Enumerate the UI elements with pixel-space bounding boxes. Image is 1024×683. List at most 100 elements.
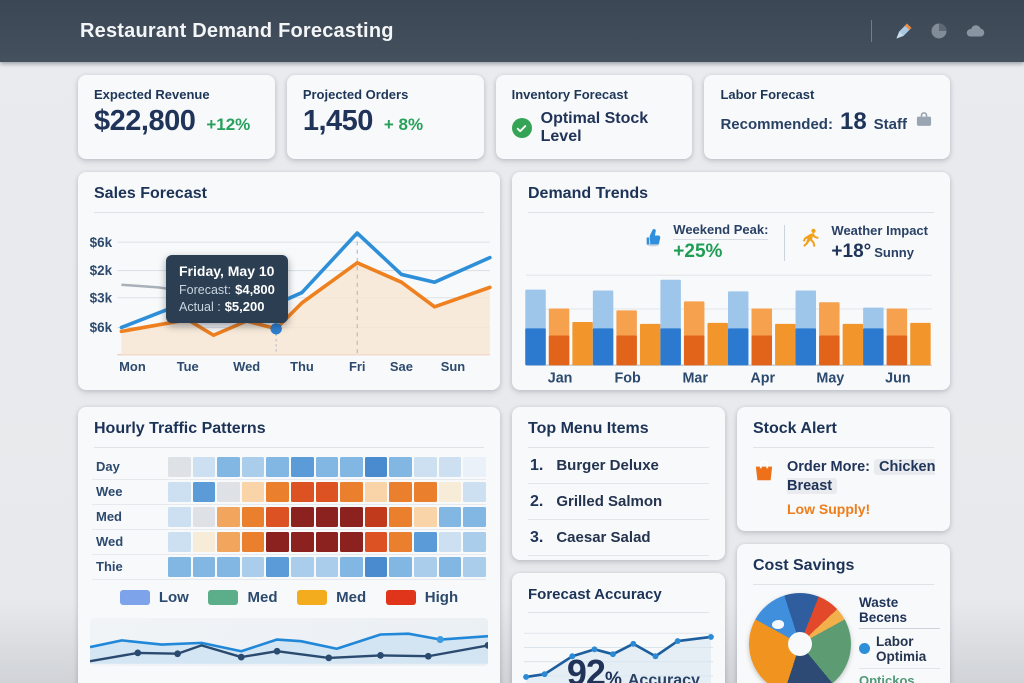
bottom-row: Hourly Traffic Patterns Day Wee Med Wed Thie… [78, 406, 950, 683]
edit-pencil-icon[interactable] [892, 20, 914, 42]
heatmap-cell [438, 481, 462, 502]
heatmap-cell [340, 456, 363, 477]
cloud-icon[interactable] [964, 20, 986, 42]
kpi-value: 1,450 [302, 105, 374, 137]
kpi-value: $22,800 [94, 105, 196, 137]
heatmap-row: Wed [92, 530, 486, 555]
sales-forecast-chart[interactable]: $6k $2k $3k $6k Mon Tue Wed Thu Fri Sae Sun Friday… [78, 213, 500, 376]
heatmap-cell [438, 531, 462, 552]
pie-highlight-dot [772, 620, 785, 630]
header-icons [871, 20, 986, 42]
svg-text:$6k: $6k [90, 320, 113, 335]
heatmap-cell [241, 481, 265, 502]
kpi-value: 18 [839, 108, 867, 135]
heatmap-cell [414, 456, 437, 477]
badge-label: Weekend Peak: [673, 222, 769, 240]
heatmap-row-label: Med [96, 509, 122, 525]
legend-swatch [208, 589, 239, 605]
heatmap-cell [389, 456, 413, 477]
header-divider [871, 20, 872, 42]
heatmap-cell [340, 556, 363, 577]
item-rank: 3. [530, 528, 544, 546]
heatmap-row-label: Wed [96, 534, 124, 550]
chart-tooltip: Friday, May 10 Forecast: $4,800 Actual : $… [166, 255, 288, 323]
heatmap-cell [217, 556, 240, 577]
kpi-status: Optimal Stock Level [540, 110, 649, 145]
heatmap-cell [340, 506, 363, 527]
svg-text:Mar: Mar [682, 371, 708, 387]
svg-text:Fob: Fob [615, 371, 642, 387]
item-name: Grilled Salmon [556, 493, 663, 511]
list-item: 3. Caesar Salad [528, 520, 709, 556]
legend-item-med2: Med [297, 589, 366, 606]
forecast-accuracy-card: Forecast Accuracy 92% Accuracy [512, 572, 725, 683]
right-column: Stock Alert Order More: Chicken Breast L… [737, 406, 950, 683]
card-title: Hourly Traffic Patterns [94, 420, 484, 448]
briefcase-icon [914, 110, 934, 135]
heatmap-cell [463, 506, 486, 527]
tooltip-actual-row: Actual : $5,200 [179, 299, 265, 314]
heatmap-cell [192, 531, 216, 552]
blue-dot-icon [859, 643, 870, 655]
heatmap-cell [438, 506, 462, 527]
kpi-suffix: Staff [873, 116, 908, 133]
heatmap-cell [241, 556, 265, 577]
list-item: 1. Burger Deluxe [528, 448, 709, 484]
svg-text:Jun: Jun [885, 371, 910, 387]
kpi-card-labor-forecast: Labor Forecast Recommended: 18 Staff [704, 75, 951, 159]
demand-trends-card: Demand Trends Weekend Peak: +25% [512, 172, 950, 390]
svg-text:Tue: Tue [177, 359, 199, 374]
badge-condition: Sunny [874, 244, 914, 260]
badge-label: Weather Impact [831, 222, 928, 238]
heatmap-cell [414, 481, 437, 502]
kpi-label: Inventory Forecast [511, 87, 628, 102]
tooltip-forecast-row: Forecast: $4,800 [179, 282, 275, 297]
pie-chart-icon[interactable] [928, 20, 950, 42]
card-title: Stock Alert [753, 420, 934, 448]
traffic-sparkline[interactable] [90, 617, 488, 666]
running-person-icon [801, 227, 823, 249]
badge-divider [784, 224, 786, 261]
heatmap-cell [463, 531, 486, 552]
heatmap-cell [315, 456, 339, 477]
traffic-heatmap[interactable]: Day Wee Med Wed Thie [78, 448, 500, 579]
heatmap-cell [217, 506, 240, 527]
heatmap-row-label: Day [96, 459, 120, 475]
cost-savings-pie[interactable] [749, 592, 851, 683]
accuracy-chart[interactable] [522, 617, 715, 683]
kpi-label: Labor Forecast [720, 87, 815, 102]
heatmap-cell [192, 456, 216, 477]
heatmap-cell [389, 481, 413, 502]
legend-entry: Labor Optimia [859, 629, 940, 669]
heatmap-cell [438, 456, 462, 477]
heatmap-cell [192, 556, 216, 577]
heatmap-cell [463, 456, 486, 477]
item-name: Caesar Salad [556, 529, 651, 547]
middle-column: Top Menu Items 1. Burger Deluxe 2. Grill… [512, 406, 725, 683]
weekend-peak-badge: Weekend Peak: +25% [643, 222, 769, 263]
svg-text:Wed: Wed [233, 359, 260, 374]
svg-text:Mon: Mon [119, 359, 146, 374]
heatmap-cell [192, 481, 216, 502]
badge-value: +25% [673, 241, 723, 262]
item-name: Burger Deluxe [556, 457, 659, 475]
svg-text:$6k: $6k [90, 235, 113, 250]
alert-line: Order More: Chicken Breast [787, 458, 936, 495]
svg-text:Thu: Thu [290, 359, 314, 374]
legend-item-low: Low [119, 589, 189, 606]
heatmap-cell [291, 506, 314, 527]
demand-trends-chart[interactable]: Jan Fob Mar Apr May Jun [512, 263, 950, 390]
heatmap-row: Med [92, 505, 486, 530]
savings-legend: Waste Becens Labor Optimia Optickos 18%S… [859, 593, 940, 683]
heatmap-cell [266, 556, 290, 577]
heatmap-cell [241, 456, 265, 477]
svg-text:Sae: Sae [390, 359, 413, 374]
heatmap-row: Thie [92, 555, 486, 579]
kpi-card-expected-revenue: Expected Revenue $22,800 +12% [78, 75, 275, 159]
heatmap-cell [168, 456, 191, 477]
heatmap-cell [315, 556, 339, 577]
cost-savings-body: Waste Becens Labor Optimia Optickos 18%S… [737, 585, 950, 683]
demand-trends-svg: Jan Fob Mar Apr May Jun [525, 274, 932, 387]
card-title: Top Menu Items [528, 420, 709, 448]
hourly-traffic-card: Hourly Traffic Patterns Day Wee Med Wed Thie… [78, 406, 500, 683]
